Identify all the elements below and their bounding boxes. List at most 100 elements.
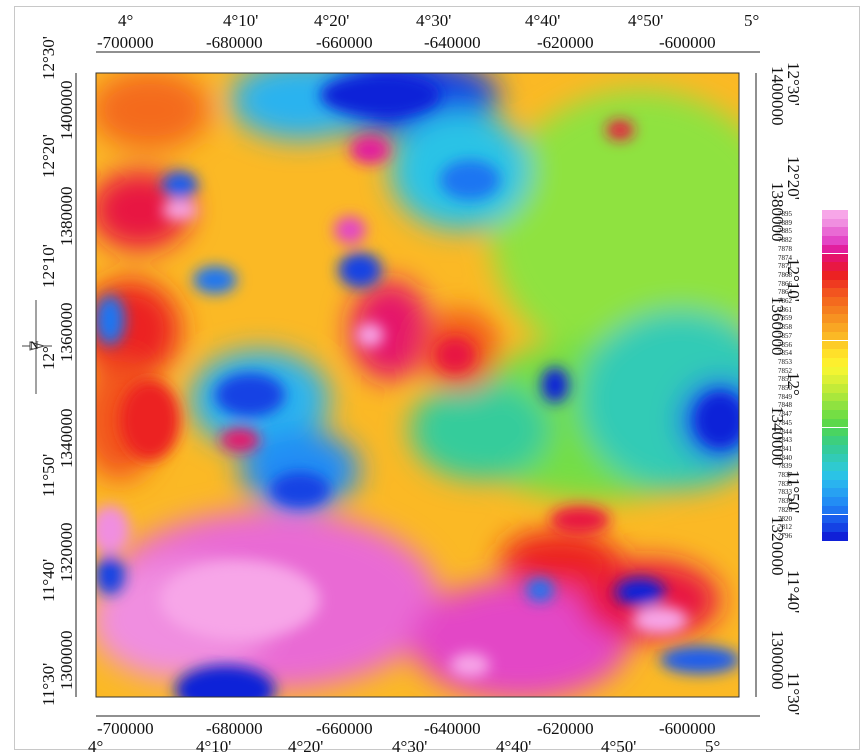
legend-value: 7845 xyxy=(778,418,792,427)
legend-swatch xyxy=(822,270,848,280)
bottom-lon-label: 4°40' xyxy=(496,737,532,756)
legend-swatch xyxy=(822,453,848,463)
legend-value: 7859 xyxy=(778,314,792,323)
legend-swatch xyxy=(822,375,848,384)
legend-value: 7840 xyxy=(778,453,792,462)
top-x-label: -680000 xyxy=(206,33,263,52)
legend-value: 7861 xyxy=(778,305,792,314)
left-lat-label: 12°30' xyxy=(39,36,58,80)
legend-value: 7862 xyxy=(778,297,792,305)
top-x-label: -640000 xyxy=(424,33,481,52)
left-lat-label: 11°50' xyxy=(39,453,58,497)
left-y-label: 1360000 xyxy=(57,302,76,363)
legend-value: 7830 xyxy=(778,497,792,506)
legend-value: 7885 xyxy=(778,227,792,236)
legend-value: 7833 xyxy=(778,488,792,497)
legend-value: 7853 xyxy=(778,357,792,366)
legend-value: 7843 xyxy=(778,436,792,445)
legend-swatch xyxy=(822,479,848,489)
legend-value: 7868 xyxy=(778,270,792,279)
right-lat-label: 11°40' xyxy=(784,570,803,614)
legend-swatch xyxy=(822,236,848,245)
legend-swatch xyxy=(822,401,848,411)
legend-swatch xyxy=(822,314,848,324)
figure-frame xyxy=(14,6,860,750)
legend-swatch xyxy=(822,531,848,541)
legend-swatch xyxy=(822,288,848,297)
legend-swatch xyxy=(822,488,848,498)
legend-swatch xyxy=(822,366,848,376)
legend-value: 7856 xyxy=(778,340,792,349)
legend-swatch xyxy=(822,427,848,437)
bottom-lon-label: 4°50' xyxy=(601,737,637,756)
legend-swatch xyxy=(822,253,848,263)
legend-value: 7852 xyxy=(778,366,792,375)
right-lat-label: 12°20' xyxy=(784,156,803,200)
legend-value: 7812 xyxy=(778,523,792,532)
legend-value: 7871 xyxy=(778,262,792,271)
legend-value: 7844 xyxy=(778,427,792,436)
top-x-label: -700000 xyxy=(97,33,154,52)
legend-swatch xyxy=(822,323,848,332)
left-lat-label: 12° xyxy=(39,346,58,370)
legend-value: 7864 xyxy=(778,288,792,297)
legend-value: 7849 xyxy=(778,392,792,401)
legend-value: 7847 xyxy=(778,410,792,419)
legend-value: 7848 xyxy=(778,401,792,410)
legend-swatch xyxy=(822,244,848,254)
legend-swatch xyxy=(822,523,848,532)
legend-swatch xyxy=(822,340,848,350)
legend-swatch xyxy=(822,471,848,480)
left-y-label: 1400000 xyxy=(57,80,76,141)
legend-value: 7820 xyxy=(778,514,792,523)
bottom-x-label: -680000 xyxy=(206,719,263,738)
left-lat-label: 12°10' xyxy=(39,244,58,288)
left-y-label: 1300000 xyxy=(57,630,76,691)
legend-swatch xyxy=(822,444,848,454)
top-lon-label: 4°10' xyxy=(223,11,259,30)
bottom-x-label: -620000 xyxy=(537,719,594,738)
top-x-label: -620000 xyxy=(537,33,594,52)
bottom-lon-label: 5° xyxy=(705,737,721,756)
legend-swatch xyxy=(822,262,848,271)
left-y-label: 1320000 xyxy=(57,522,76,583)
top-lon-label: 4°50' xyxy=(628,11,664,30)
legend-swatch xyxy=(822,410,848,419)
top-lon-label: 4°30' xyxy=(416,11,452,30)
legend-swatch xyxy=(822,227,848,237)
legend-swatch xyxy=(822,349,848,358)
legend-swatch xyxy=(822,505,848,515)
legend-swatch xyxy=(822,297,848,306)
north-arrow-label: N xyxy=(30,338,39,352)
top-x-label: -600000 xyxy=(659,33,716,52)
right-lat-label: 11°30' xyxy=(784,672,803,716)
legend-swatch xyxy=(822,497,848,506)
bottom-lon-label: 4° xyxy=(88,737,104,756)
legend-swatch xyxy=(822,357,848,367)
legend-value: 7850 xyxy=(778,384,792,392)
legend-value: 7835 xyxy=(778,479,792,488)
right-lat-label: 12°30' xyxy=(784,62,803,106)
legend-value: 7837 xyxy=(778,471,792,479)
bottom-lon-label: 4°30' xyxy=(392,737,428,756)
legend-swatch xyxy=(822,279,848,289)
legend-value: 7866 xyxy=(778,279,792,288)
legend-swatch xyxy=(822,418,848,428)
legend-swatch xyxy=(822,331,848,341)
bottom-lon-label: 4°10' xyxy=(196,737,232,756)
legend-swatch xyxy=(822,210,848,219)
legend-swatch xyxy=(822,462,848,471)
legend-swatch xyxy=(822,384,848,393)
anomaly-field xyxy=(96,73,739,697)
legend-value: 7857 xyxy=(778,331,792,340)
axes xyxy=(75,51,760,717)
legend-value: 7851 xyxy=(778,375,792,384)
top-lon-label: 4° xyxy=(118,11,134,30)
left-y-label: 1380000 xyxy=(57,186,76,247)
left-lat-label: 12°20' xyxy=(39,134,58,178)
left-lat-label: 11°40' xyxy=(39,558,58,602)
legend-value: 7878 xyxy=(778,244,792,253)
legend-value: 7796 xyxy=(778,531,792,540)
legend-swatch xyxy=(822,392,848,402)
